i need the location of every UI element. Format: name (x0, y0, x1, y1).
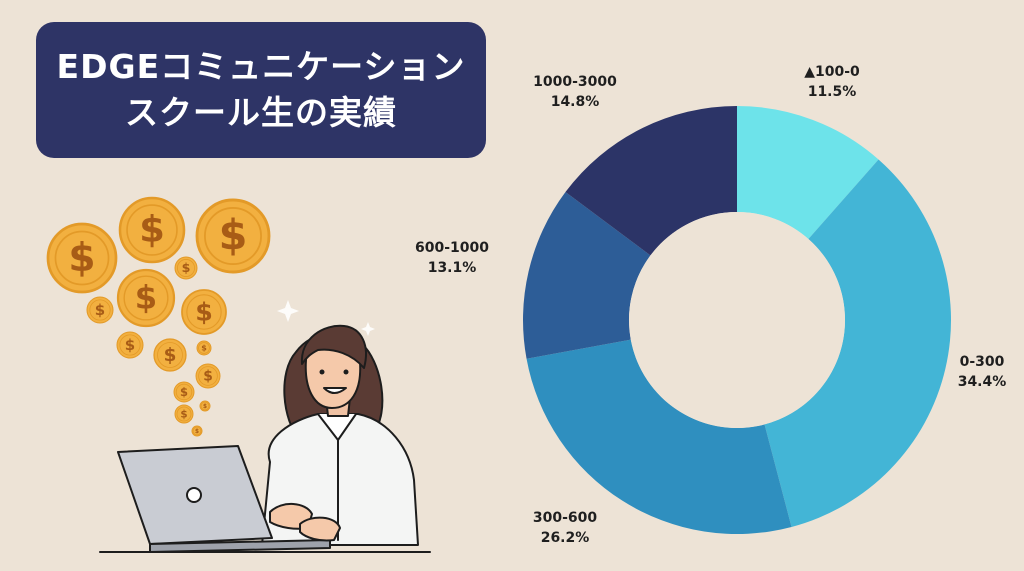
label-slice-4-percent: 13.1% (427, 260, 477, 276)
title-box: EDGEコミュニケーション スクール生の実績 (36, 22, 486, 158)
donut-hole (629, 212, 845, 428)
label-slice-3-percent: 26.2% (540, 530, 590, 546)
label-slice-1-percent: 11.5% (807, 84, 857, 100)
label-slice-3-range: 300-600 (532, 510, 598, 526)
title-line-2: スクール生の実績 (125, 93, 397, 132)
label-slice-2-percent: 34.4% (957, 374, 1007, 390)
label-slice-5: 1000-3000 14.8% (520, 72, 630, 112)
donut-slice-2 (764, 159, 951, 527)
label-slice-5-percent: 14.8% (550, 94, 600, 110)
label-slice-4-range: 600-1000 (415, 240, 489, 256)
label-slice-2: 0-300 34.4% (942, 352, 1022, 392)
donut-slice-4 (523, 192, 651, 359)
label-slice-2-range: 0-300 (959, 354, 1005, 370)
label-slice-3: 300-600 26.2% (515, 508, 615, 548)
donut-slice-1 (737, 106, 879, 239)
title-line-1: EDGEコミュニケーション (56, 47, 466, 86)
label-slice-1-range: ▲100-0 (804, 64, 860, 80)
donut-slice-5 (565, 106, 737, 256)
donut-slice-3 (526, 339, 792, 534)
label-slice-1: ▲100-0 11.5% (782, 62, 882, 102)
label-slice-4: 600-1000 13.1% (402, 238, 502, 278)
label-slice-5-range: 1000-3000 (533, 74, 617, 90)
